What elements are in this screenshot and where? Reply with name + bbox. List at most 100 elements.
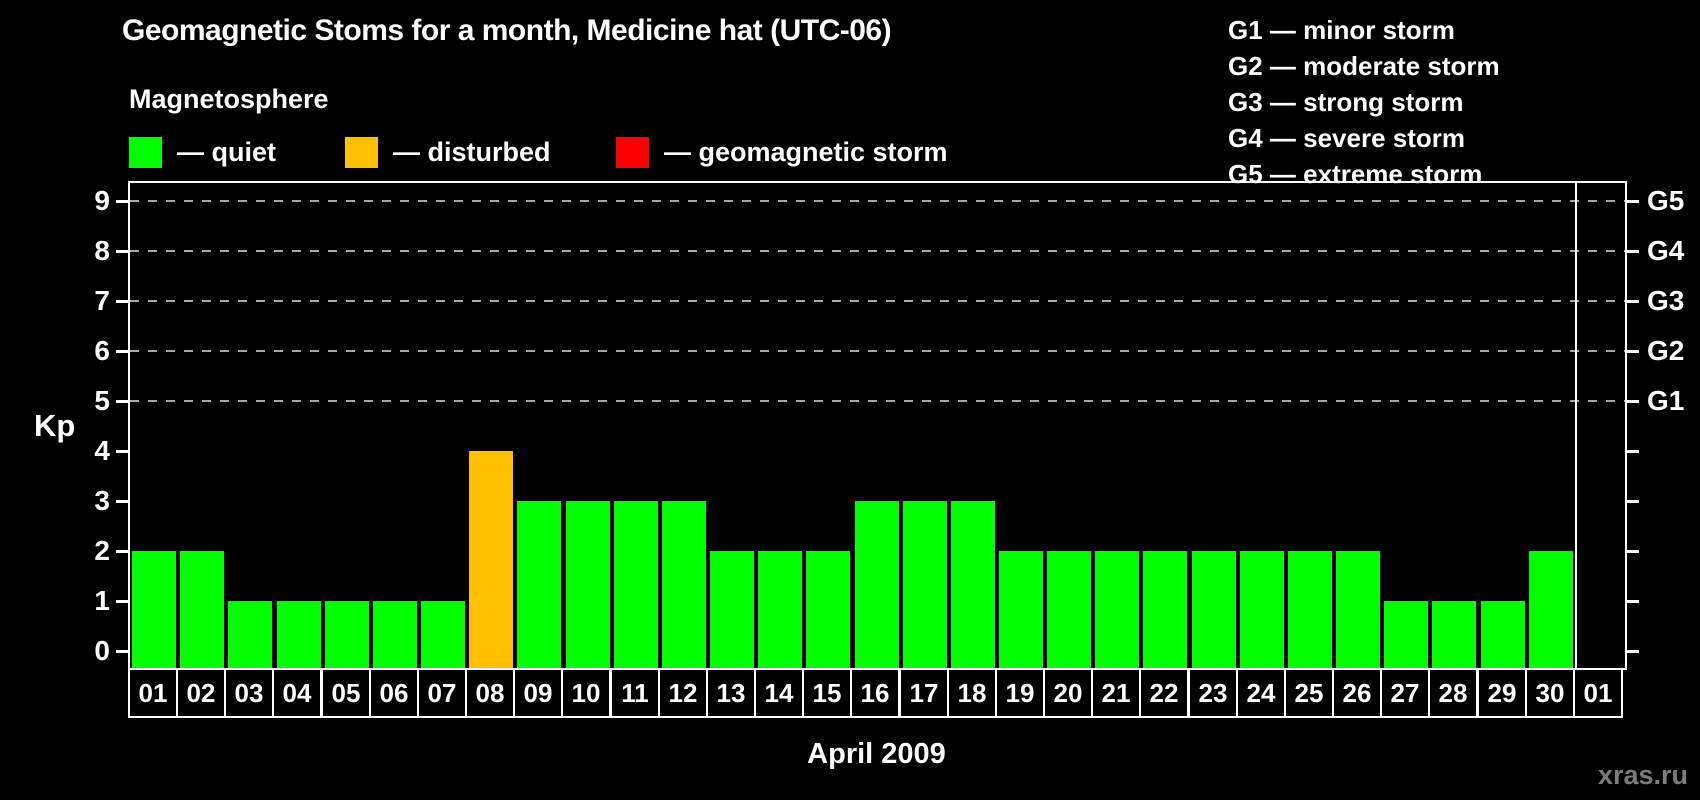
day-label-14: 14 [754, 668, 804, 718]
g-scale-label-G4: G4 [1647, 235, 1685, 266]
bar-day-01-quiet [132, 551, 176, 668]
storm-scale-item-g4: G4 — severe storm [1228, 123, 1466, 153]
left-tick-kp2 [116, 550, 128, 553]
day-label-10: 10 [561, 668, 611, 718]
legend-swatch-disturbed [345, 136, 378, 168]
bar-day-20-quiet [1047, 551, 1091, 668]
bar-day-05-quiet [325, 601, 369, 668]
legend-item-disturbed: — disturbed [345, 136, 551, 168]
left-tick-kp8 [116, 250, 128, 253]
bar-day-10-quiet [566, 501, 610, 668]
day-label-07: 07 [417, 668, 467, 718]
bar-day-03-quiet [228, 601, 272, 668]
storm-scale-item-g5: G5 — extreme storm [1228, 159, 1483, 189]
day-label-13: 13 [706, 668, 756, 718]
legend-item-storm: — geomagnetic storm [616, 136, 948, 168]
day-label-26: 26 [1332, 668, 1382, 718]
right-tick-kp7 [1627, 300, 1639, 303]
bar-day-25-quiet [1288, 551, 1332, 668]
left-tick-kp0 [116, 650, 128, 653]
left-tick-kp3 [116, 500, 128, 503]
storm-scale-item-g2: G2 — moderate storm [1228, 51, 1500, 81]
day-label-17: 17 [899, 668, 949, 718]
bar-day-27-quiet [1384, 601, 1428, 668]
bar-day-26-quiet [1336, 551, 1380, 668]
day-label-19: 19 [995, 668, 1045, 718]
gridline-kp8 [130, 250, 1625, 252]
g-scale-label-G2: G2 [1647, 335, 1685, 366]
bar-day-19-quiet [999, 551, 1043, 668]
magnetosphere-heading: Magnetosphere [129, 84, 329, 114]
gridline-kp5 [130, 400, 1625, 402]
gridline-kp7 [130, 300, 1625, 302]
day-label-24: 24 [1236, 668, 1286, 718]
legend-item-quiet: — quiet [129, 136, 276, 168]
day-label-11: 11 [610, 668, 660, 718]
day-label-15: 15 [802, 668, 852, 718]
day-label-03: 03 [224, 668, 274, 718]
day-label-12: 12 [658, 668, 708, 718]
bar-day-21-quiet [1095, 551, 1139, 668]
y-tick-label-8: 8 [94, 235, 110, 266]
g-scale-label-G3: G3 [1647, 285, 1685, 316]
bar-day-24-quiet [1240, 551, 1284, 668]
g-scale-label-G1: G1 [1647, 385, 1685, 416]
day-label-09: 09 [513, 668, 563, 718]
bar-day-17-quiet [903, 501, 947, 668]
right-tick-kp1 [1627, 600, 1639, 603]
bar-day-18-quiet [951, 501, 995, 668]
day-label-20: 20 [1043, 668, 1093, 718]
y-tick-label-6: 6 [94, 335, 110, 366]
g-scale-label-G5: G5 [1647, 185, 1685, 216]
y-axis-label: Kp [34, 408, 76, 443]
right-tick-kp0 [1627, 650, 1639, 653]
legend-swatch-quiet [129, 136, 162, 168]
day-label-18: 18 [947, 668, 997, 718]
right-tick-kp9 [1627, 200, 1639, 203]
day-label-30: 30 [1525, 668, 1575, 718]
legend-label-storm: — geomagnetic storm [664, 136, 948, 167]
day-label-05: 05 [321, 668, 371, 718]
left-tick-kp4 [116, 450, 128, 453]
storm-scale-item-g3: G3 — strong storm [1228, 87, 1464, 117]
bar-day-08-disturbed [469, 451, 513, 668]
day-label-29: 29 [1477, 668, 1527, 718]
right-tick-kp6 [1627, 350, 1639, 353]
bar-day-23-quiet [1192, 551, 1236, 668]
y-tick-label-3: 3 [94, 485, 110, 516]
day-label-28: 28 [1428, 668, 1478, 718]
right-tick-kp4 [1627, 450, 1639, 453]
bar-day-06-quiet [373, 601, 417, 668]
bar-day-11-quiet [614, 501, 658, 668]
bar-day-13-quiet [710, 551, 754, 668]
bar-day-30-quiet [1529, 551, 1573, 668]
bar-day-22-quiet [1143, 551, 1187, 668]
bar-day-07-quiet [421, 601, 465, 668]
left-tick-kp6 [116, 350, 128, 353]
bar-day-12-quiet [662, 501, 706, 668]
y-tick-label-9: 9 [94, 185, 110, 216]
day-label-27: 27 [1380, 668, 1430, 718]
y-tick-label-2: 2 [94, 535, 110, 566]
y-tick-label-0: 0 [94, 635, 110, 666]
day-label-25: 25 [1284, 668, 1334, 718]
right-tick-kp5 [1627, 400, 1639, 403]
bar-day-02-quiet [180, 551, 224, 668]
storm-scale-item-g1: G1 — minor storm [1228, 15, 1455, 45]
day-label-22: 22 [1139, 668, 1189, 718]
y-tick-label-1: 1 [94, 585, 110, 616]
day-label-23: 23 [1188, 668, 1238, 718]
watermark: xras.ru [1597, 760, 1688, 790]
legend-swatch-storm [616, 136, 649, 168]
bar-day-15-quiet [806, 551, 850, 668]
next-month-divider [1575, 183, 1577, 668]
left-tick-kp7 [116, 300, 128, 303]
day-label-21: 21 [1091, 668, 1141, 718]
bar-day-04-quiet [277, 601, 321, 668]
bar-day-09-quiet [517, 501, 561, 668]
bar-day-29-quiet [1481, 601, 1525, 668]
y-tick-label-7: 7 [94, 285, 110, 316]
x-axis-title: April 2009 [807, 738, 946, 770]
left-tick-kp9 [116, 200, 128, 203]
